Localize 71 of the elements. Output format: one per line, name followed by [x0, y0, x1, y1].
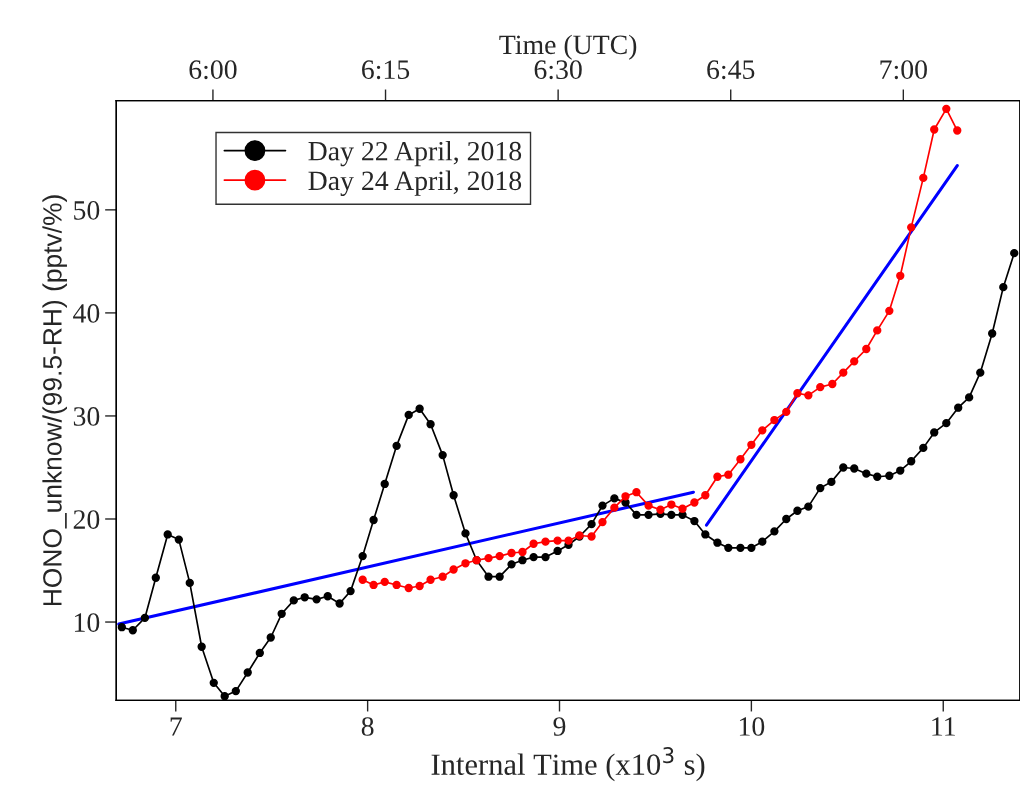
point: [873, 326, 882, 335]
point: [782, 407, 791, 416]
point: [461, 559, 470, 568]
y-tick-label: 50: [74, 201, 100, 220]
point: [438, 572, 447, 581]
point: [541, 537, 550, 546]
point: [587, 532, 596, 541]
legend-label: Day 24 April, 2018: [308, 170, 522, 196]
point: [404, 583, 413, 593]
point: [426, 575, 435, 584]
x2-tick-label: 6:15: [362, 60, 410, 80]
point: [678, 504, 687, 513]
point: [484, 553, 493, 563]
point: [701, 491, 710, 500]
x2-tick-label: 6:30: [534, 60, 582, 80]
point: [553, 536, 562, 545]
point: [690, 498, 699, 507]
point: [793, 389, 802, 398]
point: [953, 126, 962, 135]
point: [885, 306, 894, 316]
x2-axis-title: Time (UTC): [499, 34, 637, 60]
y-tick-label: 10: [74, 613, 100, 632]
point: [930, 125, 939, 134]
x-tick-label: 10: [739, 717, 765, 736]
x-tick-label: 8: [361, 717, 374, 736]
x2-tick-label: 6:45: [707, 60, 755, 80]
point: [862, 344, 871, 354]
point: [770, 415, 779, 425]
point: [667, 500, 676, 509]
x-tick-label: 7: [170, 717, 182, 736]
y-tick-label: 40: [73, 304, 100, 323]
point: [369, 580, 378, 590]
point: [564, 536, 573, 545]
point: [518, 547, 527, 557]
point: [839, 368, 848, 377]
point: [598, 517, 607, 527]
point: [358, 575, 367, 584]
point: [713, 472, 722, 481]
point: [736, 455, 745, 464]
x2-tick-label: 6:00: [189, 60, 237, 80]
point: [828, 379, 837, 389]
point: [850, 357, 859, 366]
point: [380, 577, 389, 587]
point: [724, 470, 733, 479]
x-axis-title: Internal Time (x10$^{3}$ s): [431, 747, 705, 782]
x2-tick-label: 7:00: [880, 60, 927, 80]
point: [644, 501, 653, 510]
point: [919, 173, 928, 183]
y-tick-label: 20: [73, 510, 100, 529]
x-tick-label: 11: [932, 717, 955, 736]
point: [392, 580, 401, 590]
point: [656, 505, 665, 514]
point: [816, 382, 825, 392]
point: [621, 492, 630, 501]
y-tick-label: 30: [73, 407, 100, 426]
point: [896, 271, 905, 280]
point: [942, 104, 951, 114]
point: [758, 426, 767, 435]
point: [529, 539, 538, 548]
point: [495, 551, 504, 561]
point: [747, 440, 756, 449]
point: [415, 581, 424, 591]
point: [610, 503, 619, 512]
x-tick-label: 9: [553, 717, 566, 736]
point: [907, 223, 916, 232]
point: [804, 391, 813, 400]
point: [507, 548, 516, 558]
point: [632, 488, 641, 497]
legend-label: Day 22 April, 2018: [308, 141, 522, 167]
y-axis-title: HONO_unknow/(99.5-RH) (pptv/%): [42, 195, 67, 606]
point: [449, 565, 458, 574]
